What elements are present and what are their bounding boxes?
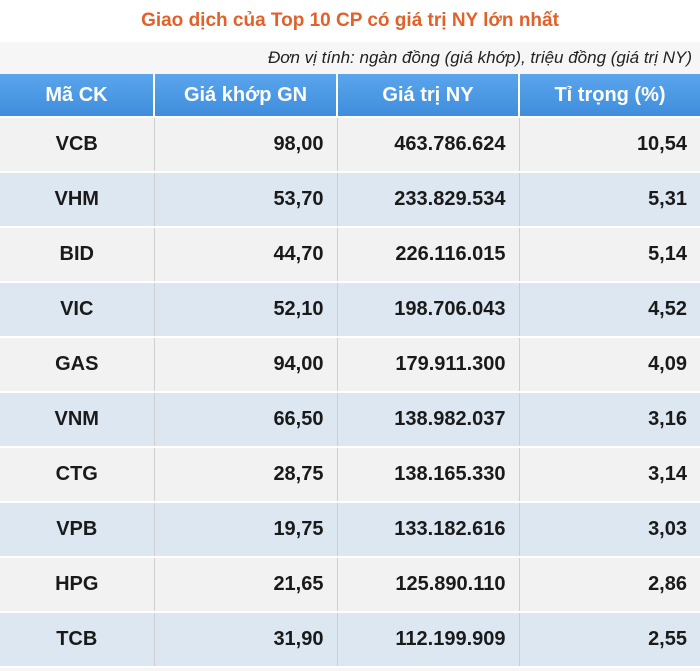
cell-price: 31,90 (154, 612, 338, 668)
table-row: VHM 53,70 233.829.534 5,31 (0, 172, 700, 228)
header-weight: Tỉ trọng (%) (519, 74, 700, 118)
cell-value: 233.829.534 (337, 172, 520, 228)
cell-price: 44,70 (154, 227, 338, 283)
cell-price: 66,50 (154, 392, 338, 448)
cell-weight: 4,52 (519, 282, 700, 338)
cell-code: BID (0, 227, 155, 283)
cell-code: VNM (0, 392, 155, 448)
table-row: TCB 31,90 112.199.909 2,55 (0, 612, 700, 668)
cell-code: CTG (0, 447, 155, 503)
cell-weight: 5,14 (519, 227, 700, 283)
cell-price: 53,70 (154, 172, 338, 228)
cell-weight: 10,54 (519, 117, 700, 173)
header-price: Giá khớp GN (154, 74, 338, 118)
cell-value: 463.786.624 (337, 117, 520, 173)
cell-code: VPB (0, 502, 155, 558)
cell-value: 133.182.616 (337, 502, 520, 558)
cell-price: 19,75 (154, 502, 338, 558)
cell-code: VIC (0, 282, 155, 338)
cell-value: 198.706.043 (337, 282, 520, 338)
cell-code: GAS (0, 337, 155, 393)
cell-price: 94,00 (154, 337, 338, 393)
unit-note: Đơn vị tính: ngàn đồng (giá khớp), triệu… (267, 48, 692, 67)
table-row: HPG 21,65 125.890.110 2,86 (0, 557, 700, 613)
header-code: Mã CK (0, 74, 155, 118)
cell-code: VHM (0, 172, 155, 228)
table-row: GAS 94,00 179.911.300 4,09 (0, 337, 700, 393)
table-title: Giao dịch của Top 10 CP có giá trị NY lớ… (0, 0, 700, 42)
cell-weight: 3,14 (519, 447, 700, 503)
table-row: CTG 28,75 138.165.330 3,14 (0, 447, 700, 503)
cell-value: 138.165.330 (337, 447, 520, 503)
cell-value: 179.911.300 (337, 337, 520, 393)
cell-weight: 3,16 (519, 392, 700, 448)
cell-weight: 2,55 (519, 612, 700, 668)
cell-code: HPG (0, 557, 155, 613)
table-row: VIC 52,10 198.706.043 4,52 (0, 282, 700, 338)
cell-weight: 3,03 (519, 502, 700, 558)
cell-code: TCB (0, 612, 155, 668)
cell-price: 21,65 (154, 557, 338, 613)
table-row: VPB 19,75 133.182.616 3,03 (0, 502, 700, 558)
cell-value: 138.982.037 (337, 392, 520, 448)
cell-price: 28,75 (154, 447, 338, 503)
table-row: VNM 66,50 138.982.037 3,16 (0, 392, 700, 448)
stock-table: Mã CK Giá khớp GN Giá trị NY Tỉ trọng (%… (0, 74, 700, 668)
table-row: VCB 98,00 463.786.624 10,54 (0, 117, 700, 173)
cell-weight: 5,31 (519, 172, 700, 228)
cell-weight: 4,09 (519, 337, 700, 393)
cell-weight: 2,86 (519, 557, 700, 613)
cell-value: 125.890.110 (337, 557, 520, 613)
cell-value: 112.199.909 (337, 612, 520, 668)
cell-price: 98,00 (154, 117, 338, 173)
table-row: BID 44,70 226.116.015 5,14 (0, 227, 700, 283)
cell-price: 52,10 (154, 282, 338, 338)
header-row: Mã CK Giá khớp GN Giá trị NY Tỉ trọng (%… (0, 74, 700, 118)
cell-code: VCB (0, 117, 155, 173)
header-value: Giá trị NY (337, 74, 520, 118)
cell-value: 226.116.015 (337, 227, 520, 283)
